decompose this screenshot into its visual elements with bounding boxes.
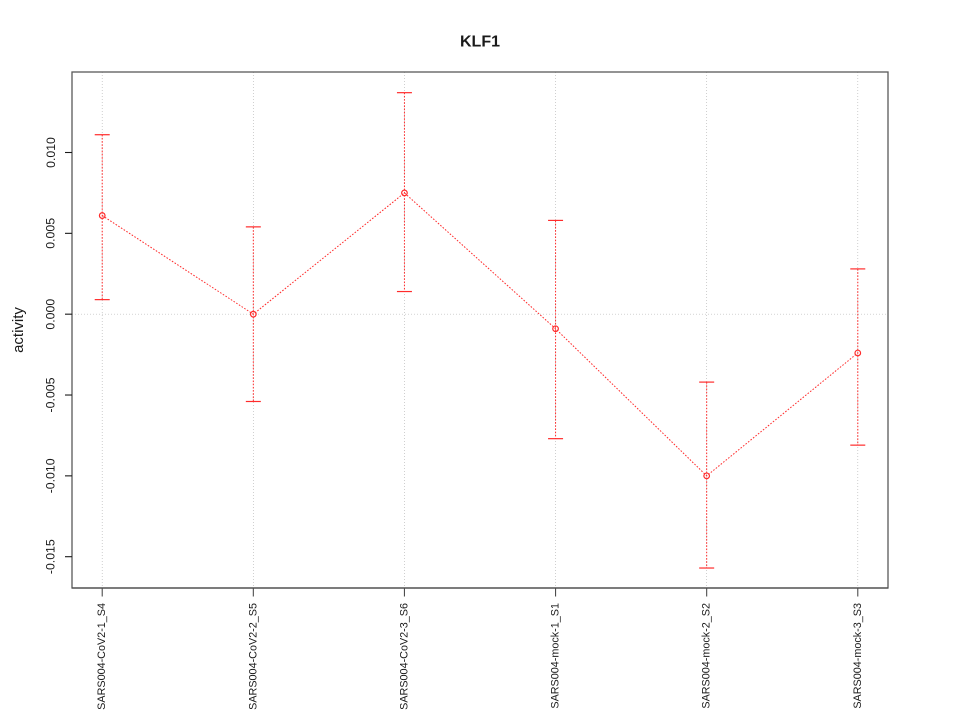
svg-text:-0.010: -0.010 bbox=[44, 458, 58, 493]
svg-text:KLF1: KLF1 bbox=[460, 34, 500, 51]
svg-text:activity: activity bbox=[10, 307, 27, 353]
svg-text:SARS004-mock-1_S1: SARS004-mock-1_S1 bbox=[550, 603, 562, 709]
svg-text:0.005: 0.005 bbox=[44, 218, 58, 249]
svg-text:SARS004-CoV2-2_S5: SARS004-CoV2-2_S5 bbox=[247, 603, 259, 710]
svg-text:-0.005: -0.005 bbox=[44, 377, 58, 412]
svg-text:SARS004-CoV2-1_S4: SARS004-CoV2-1_S4 bbox=[96, 603, 108, 710]
svg-text:-0.015: -0.015 bbox=[44, 539, 58, 574]
svg-text:SARS004-mock-3_S3: SARS004-mock-3_S3 bbox=[852, 603, 864, 709]
svg-text:0.000: 0.000 bbox=[44, 299, 58, 330]
svg-text:SARS004-CoV2-3_S6: SARS004-CoV2-3_S6 bbox=[398, 603, 410, 710]
svg-text:0.010: 0.010 bbox=[44, 137, 58, 168]
svg-text:SARS004-mock-2_S2: SARS004-mock-2_S2 bbox=[701, 603, 713, 709]
